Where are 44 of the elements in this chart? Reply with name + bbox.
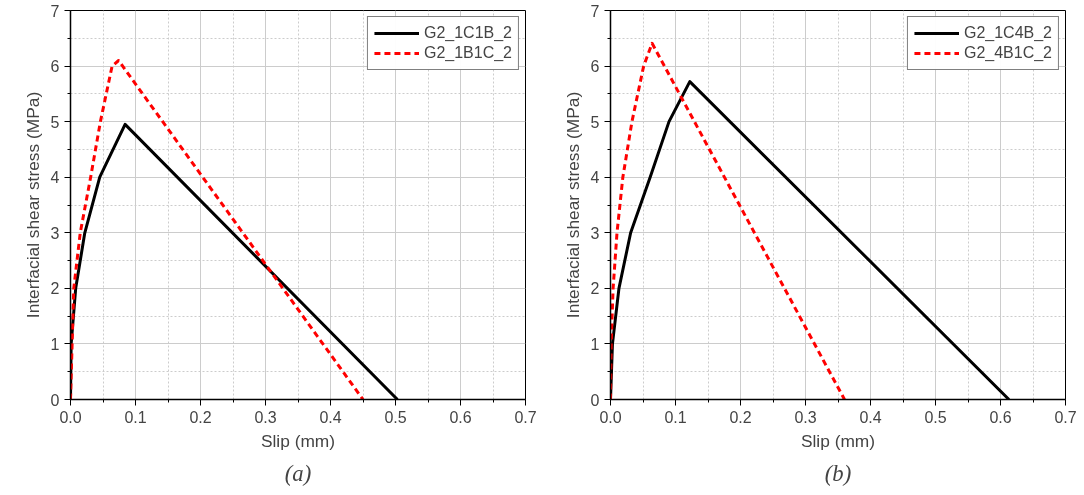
y-tick-label: 0 [590,391,600,409]
x-axis-title: Slip (mm) [800,430,876,451]
y-axis-title: Interfacial shear stress (MPa) [562,91,583,319]
x-tick-label: 0.0 [599,408,622,426]
y-tick-label: 4 [50,169,60,187]
x-tick-label: 0.0 [59,408,82,426]
y-tick-label: 2 [50,280,60,298]
y-tick-label: 6 [590,58,600,76]
line-series [610,41,846,400]
y-tick-label: 3 [50,224,60,242]
x-tick-label: 0.1 [124,408,147,426]
x-tick-label: 0.5 [384,408,407,426]
legend-label: G2_1C1B_2 [423,24,512,42]
y-tick-label: 5 [50,113,60,131]
x-tick-label: 0.7 [514,408,537,426]
line-series [70,59,365,400]
x-tick-label: 0.1 [664,408,687,426]
y-tick-label: 3 [590,224,600,242]
y-tick-label: 4 [590,169,600,187]
x-tick-label: 0.6 [989,408,1012,426]
text: (a) [284,460,312,486]
y-tick-label: 7 [590,2,600,20]
y-tick-label: 7 [50,2,60,20]
legend-label: G2_4B1C_2 [963,44,1052,62]
y-tick-label: 6 [50,58,60,76]
y-axis-title: Interfacial shear stress (MPa) [22,91,43,319]
x-tick-label: 0.7 [1054,408,1077,426]
y-tick-label: 1 [50,335,60,353]
x-tick-label: 0.2 [729,408,752,426]
legend-label: G2_1C4B_2 [963,24,1052,42]
x-tick-label: 0.4 [859,408,882,426]
x-tick-label: 0.4 [319,408,342,426]
y-tick-label: 1 [590,335,600,353]
y-tick-label: 5 [590,113,600,131]
x-tick-label: 0.5 [924,408,947,426]
x-axis-title: Slip (mm) [260,430,336,451]
x-tick-label: 0.3 [254,408,277,426]
y-tick-label: 2 [590,280,600,298]
legend-label: G2_1B1C_2 [423,44,512,62]
x-tick-label: 0.3 [794,408,817,426]
y-tick-label: 0 [50,391,60,409]
x-tick-label: 0.2 [189,408,212,426]
text: (b) [824,460,852,486]
x-tick-label: 0.6 [449,408,472,426]
